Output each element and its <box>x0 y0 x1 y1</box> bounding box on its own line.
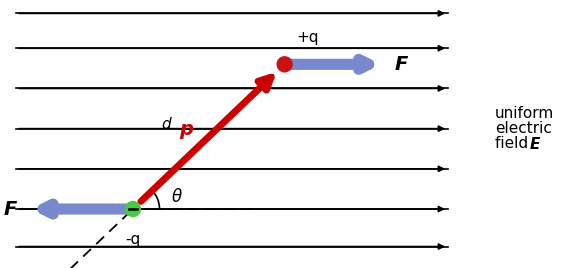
Text: $\theta$: $\theta$ <box>171 188 182 206</box>
Circle shape <box>125 202 141 217</box>
Text: -q: -q <box>125 232 141 247</box>
Text: $\boldsymbol{F}$: $\boldsymbol{F}$ <box>394 55 409 74</box>
Text: $d$: $d$ <box>161 116 173 132</box>
Text: +q: +q <box>296 30 319 45</box>
Text: $\boldsymbol{F}$: $\boldsymbol{F}$ <box>3 200 18 218</box>
Text: uniform: uniform <box>495 106 554 121</box>
Text: field: field <box>495 136 533 151</box>
Text: $\boldsymbol{p}$: $\boldsymbol{p}$ <box>179 122 195 141</box>
Text: $\boldsymbol{E}$: $\boldsymbol{E}$ <box>529 136 542 152</box>
Circle shape <box>277 57 292 72</box>
Text: electric: electric <box>495 121 552 136</box>
